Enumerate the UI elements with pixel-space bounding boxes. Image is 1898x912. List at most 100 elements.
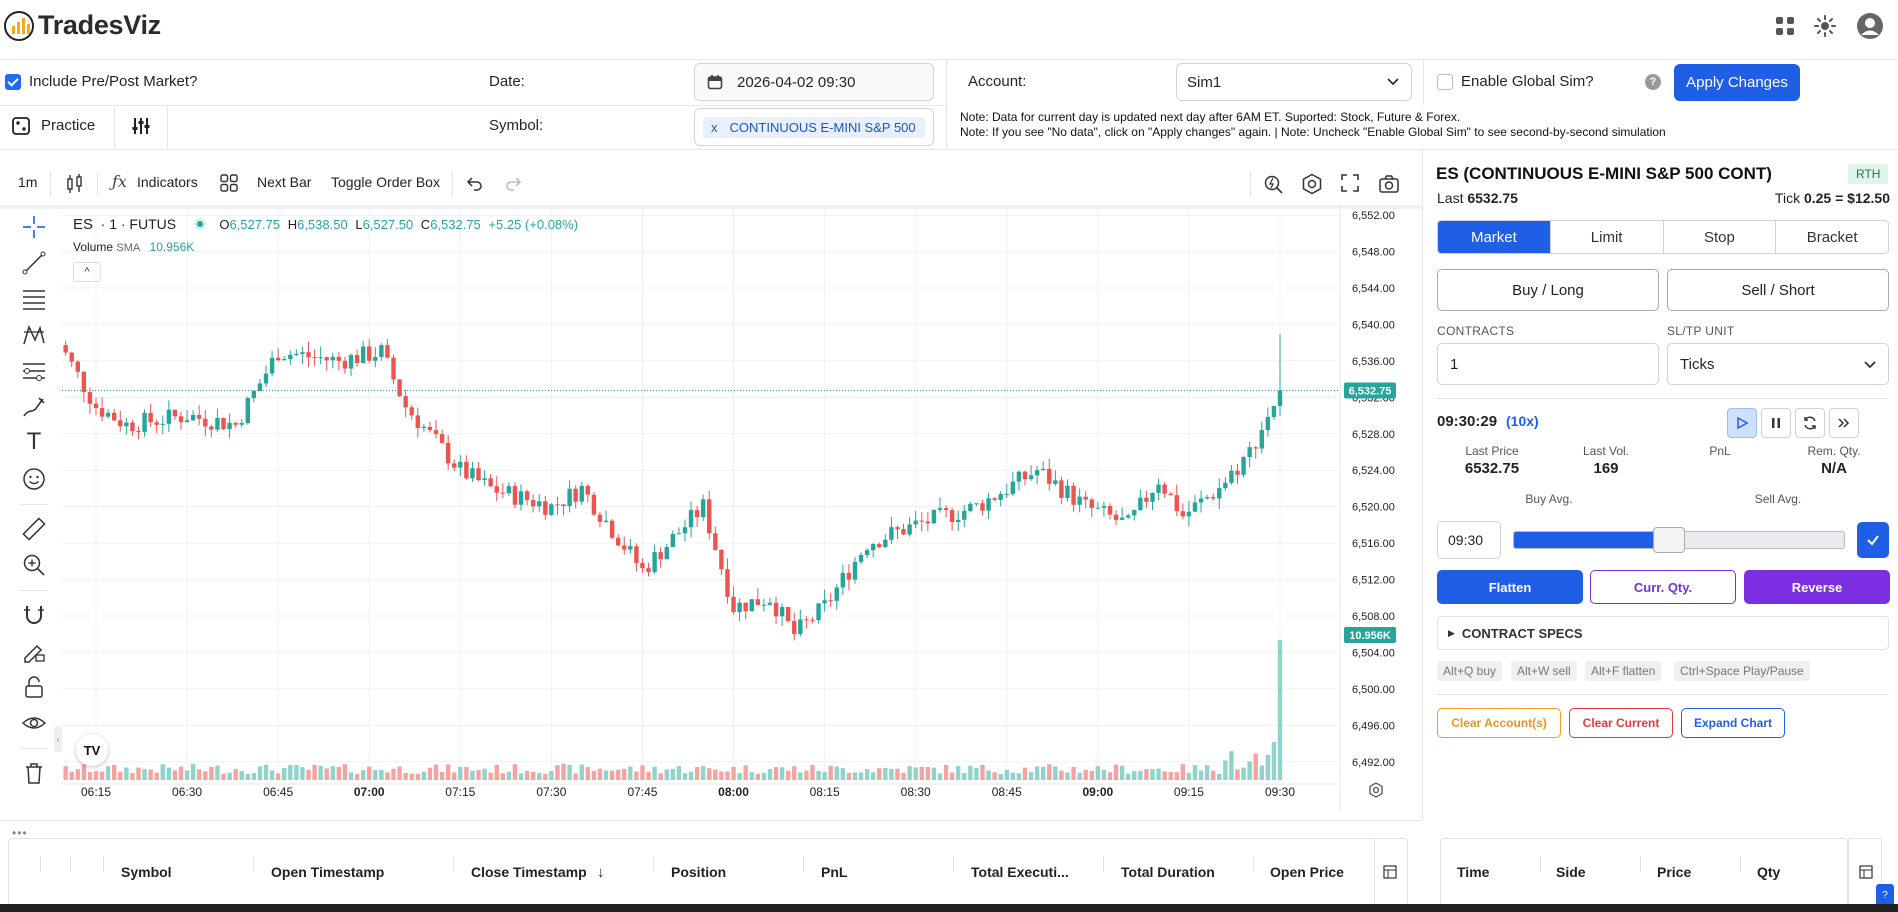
col-side[interactable]: Side (1556, 864, 1586, 880)
apps-grid-icon[interactable] (1773, 14, 1797, 38)
collapse-legend-button[interactable]: ^ (73, 262, 101, 282)
col-symbol[interactable]: Symbol (121, 864, 172, 880)
drag-handle-icon[interactable]: ••• (12, 826, 28, 840)
crosshair-icon[interactable] (21, 214, 47, 240)
col-open-price[interactable]: Open Price (1270, 864, 1344, 880)
col-qty[interactable]: Qty (1757, 864, 1781, 880)
tab-limit[interactable]: Limit (1551, 221, 1664, 253)
undo-icon[interactable] (465, 173, 487, 195)
date-picker[interactable]: 2026-04-02 09:30 (694, 63, 934, 101)
col-total-duration[interactable]: Total Duration (1121, 864, 1215, 880)
reverse-button[interactable]: Reverse (1744, 570, 1890, 604)
col-total-executions[interactable]: Total Executi... (971, 864, 1069, 880)
col-price[interactable]: Price (1657, 864, 1692, 880)
candle-body (476, 468, 481, 481)
col-close-timestamp[interactable]: Close Timestamp (471, 864, 587, 880)
price-chart[interactable]: 6,552.00 6,548.00 6,544.00 6,540.00 6,536.00… (62, 206, 1422, 812)
practice-label[interactable]: Practice (41, 117, 96, 134)
reset-icon[interactable] (1795, 408, 1825, 438)
fib-icon[interactable] (21, 286, 47, 312)
col-time[interactable]: Time (1457, 864, 1490, 880)
tradingview-logo[interactable]: TV (76, 734, 108, 766)
play-button[interactable] (1727, 408, 1757, 438)
sell-short-button[interactable]: Sell / Short (1667, 269, 1889, 311)
candle-body (433, 430, 439, 435)
contract-specs-toggle[interactable]: ▶ CONTRACT SPECS (1437, 616, 1889, 650)
zoom-in-icon[interactable] (21, 552, 47, 578)
trend-line-icon[interactable] (21, 250, 47, 276)
redo-icon[interactable] (503, 173, 525, 195)
theme-sun-icon[interactable] (1813, 14, 1837, 38)
volume-bar (130, 773, 135, 780)
volume-bar (1083, 769, 1088, 780)
volume-bar (974, 767, 979, 780)
replay-slider[interactable] (1513, 527, 1845, 553)
sim-speed[interactable]: (10x) (1506, 413, 1539, 429)
eye-icon[interactable] (21, 710, 47, 736)
pre-post-checkbox[interactable] (5, 74, 21, 90)
confirm-time-button[interactable] (1857, 522, 1889, 558)
candle-body (282, 358, 287, 361)
tab-market[interactable]: Market (1438, 221, 1551, 253)
settings-gear-icon[interactable] (1301, 173, 1323, 195)
function-icon[interactable]: ƒx (112, 172, 127, 191)
ruler-icon[interactable] (21, 516, 47, 542)
volume-bar (257, 766, 263, 780)
sort-desc-icon[interactable]: ↓ (597, 864, 605, 881)
remove-chip-icon[interactable]: x (711, 119, 718, 135)
slider-thumb[interactable] (1653, 527, 1686, 553)
account-select[interactable]: Sim1 (1176, 63, 1412, 101)
clear-accounts-button[interactable]: Clear Account(s) (1437, 708, 1561, 738)
volume-bar (166, 767, 172, 780)
columns-icon[interactable] (1383, 865, 1397, 882)
col-position[interactable]: Position (671, 864, 727, 880)
flatten-button[interactable]: Flatten (1437, 570, 1583, 604)
collapse-toolbar-handle[interactable]: ‹ (54, 726, 62, 752)
app-logo[interactable]: TradesViz (4, 10, 161, 41)
lock-icon[interactable] (21, 674, 47, 700)
emoji-icon[interactable] (21, 466, 47, 492)
trash-icon[interactable] (21, 760, 47, 786)
global-sim-checkbox[interactable] (1437, 74, 1453, 90)
next-bar-button[interactable]: Next Bar (257, 174, 312, 190)
indicators-button[interactable]: Indicators (137, 174, 198, 190)
clear-current-button[interactable]: Clear Current (1569, 708, 1673, 738)
sl-tp-unit-select[interactable]: Ticks (1667, 343, 1889, 385)
legend-symbol[interactable]: ES (73, 216, 94, 233)
pattern-icon[interactable] (21, 322, 47, 348)
tab-bracket[interactable]: Bracket (1806, 228, 1858, 246)
symbol-chip[interactable]: x CONTINUOUS E-MINI S&P 500 (703, 116, 925, 138)
columns-icon[interactable] (1859, 865, 1873, 882)
symbol-field[interactable]: x CONTINUOUS E-MINI S&P 500 (694, 108, 934, 146)
candles-icon[interactable] (64, 173, 86, 195)
slider-time-input[interactable]: 09:30 (1437, 521, 1501, 559)
prediction-icon[interactable] (21, 358, 47, 384)
help-icon[interactable]: ? (1645, 74, 1661, 90)
chevron-down-icon (1387, 78, 1399, 86)
contracts-input[interactable]: 1 (1437, 343, 1659, 385)
quick-search-icon[interactable] (1262, 173, 1284, 195)
tab-stop[interactable]: Stop (1664, 221, 1777, 253)
lock-drawing-icon[interactable] (21, 638, 47, 664)
help-widget-icon[interactable]: ? (1876, 884, 1894, 906)
col-open-timestamp[interactable]: Open Timestamp (271, 864, 385, 880)
interval-selector[interactable]: 1m (18, 174, 38, 190)
time-axis-settings-icon[interactable] (1368, 782, 1384, 801)
brush-icon[interactable] (21, 394, 47, 420)
pause-button[interactable] (1761, 408, 1791, 438)
apply-changes-button[interactable]: Apply Changes (1674, 64, 1800, 101)
text-tool-icon[interactable]: T (27, 430, 41, 455)
current-qty-button[interactable]: Curr. Qty. (1590, 570, 1736, 604)
toggle-order-box-button[interactable]: Toggle Order Box (331, 174, 440, 190)
fullscreen-icon[interactable] (1340, 173, 1362, 195)
layout-grid-icon[interactable] (219, 173, 241, 195)
expand-chart-button[interactable]: Expand Chart (1681, 708, 1785, 738)
camera-icon[interactable] (1378, 173, 1400, 195)
magnet-icon[interactable] (21, 602, 47, 628)
buy-long-button[interactable]: Buy / Long (1437, 269, 1659, 311)
sliders-icon[interactable] (131, 116, 151, 136)
col-pnl[interactable]: PnL (821, 864, 848, 880)
user-avatar-icon[interactable] (1856, 12, 1884, 40)
candle-body (658, 552, 663, 560)
fast-forward-icon[interactable] (1829, 408, 1859, 438)
